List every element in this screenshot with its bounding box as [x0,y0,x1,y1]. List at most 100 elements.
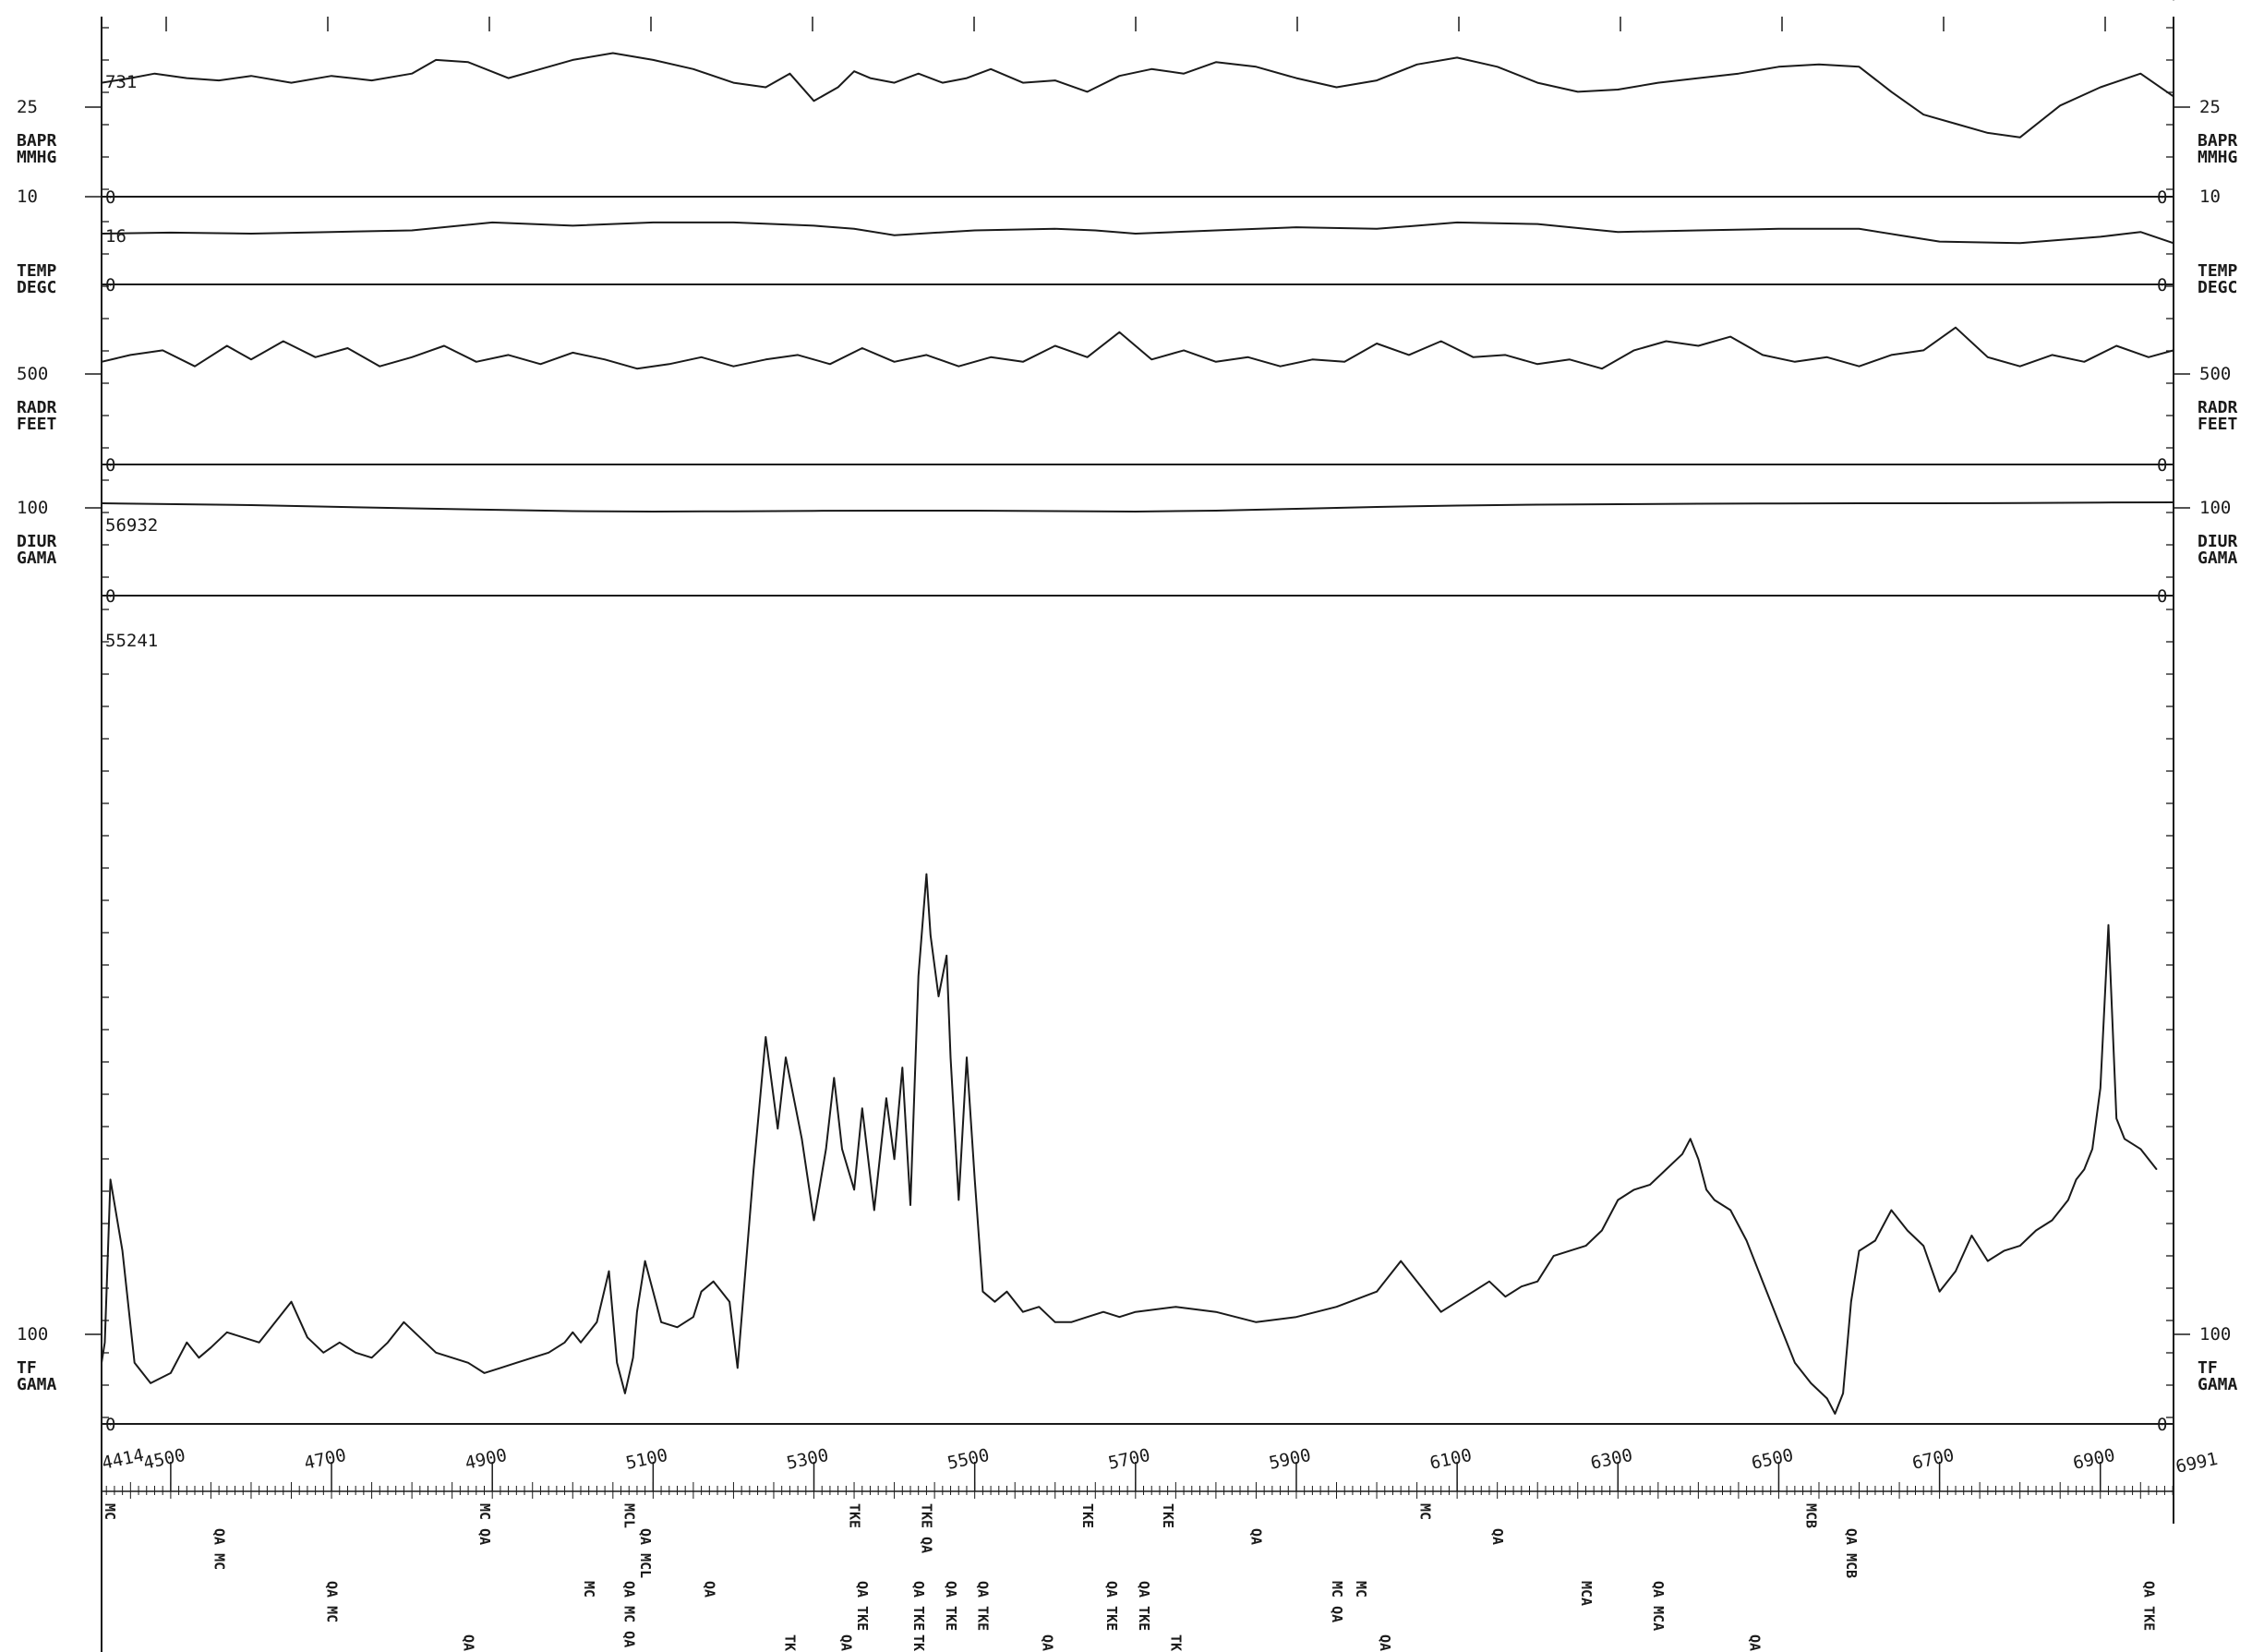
annotation-marker: QA MCA [1650,1581,1667,1631]
panel-radr-point [1633,349,1635,352]
panel-radr-point [1279,366,1282,368]
panel-temp-point [250,233,252,235]
panel-tf-point [901,1067,903,1068]
panel-tf-scale-right: 100 [2199,1324,2231,1345]
panel-temp-point [813,224,815,226]
panel-bapr-point [765,86,766,89]
panel-radr-point [226,344,228,347]
panel-tf-point [242,1336,244,1338]
annotation-marker: MC [581,1581,597,1598]
panel-tf-point [644,1260,646,1262]
panel-tf-point [765,1036,766,1038]
panel-radr-point [957,366,959,368]
annotation-marker: QA TKE [2140,1581,2157,1631]
panel-diur-point [1858,502,1861,504]
panel-tf-point [1690,1138,1692,1140]
annotation-marker: QA MC QA [621,1581,638,1647]
panel-tf-point [515,1362,517,1364]
panel-radr-point [2083,361,2085,363]
panel-tf-point [1215,1311,1217,1313]
panel-diur-point [572,510,573,512]
panel-diur-point [813,510,815,512]
panel-diur-scale-left: 100 [17,498,48,518]
x-tick-label: 6100 [1428,1445,1474,1474]
panel-radr-point [539,363,542,365]
panel-diur-point [2100,501,2101,503]
panel-radr-point [2019,366,2021,368]
panel-diur-point [1536,503,1538,506]
panel-tf-point [1746,1239,1748,1242]
panel-tf-label-1-left: TF [17,1358,37,1378]
panel-tf-point [403,1321,405,1323]
panel-temp-zero-left: 0 [105,275,115,295]
annotation-marker: TKE [846,1503,862,1528]
panel-radr-point [893,361,896,363]
annotation-marker: MCB [1803,1503,1820,1528]
panel-radr-point [829,363,831,365]
panel-bapr-point [918,73,920,75]
panel-radr-point [1408,354,1410,356]
panel-temp-point [1456,222,1458,223]
panel-bapr-label-2-right: MMHG [2198,148,2237,167]
panel-tf-point [632,1357,634,1358]
panel-radr-point [2051,354,2053,356]
panel-tf-point [1006,1291,1008,1293]
panel-bapr-point [612,52,614,54]
panel-bapr-point [853,70,855,72]
panel-diur-point [101,502,102,504]
panel-bapr-point [1118,75,1121,77]
panel-diur-point [1697,502,1699,505]
panel-tf-point [1295,1316,1297,1318]
annotation-marker: TKE QA [910,1634,927,1652]
panel-tf-point [1174,1306,1176,1308]
panel-radr-point [129,354,131,356]
panel-radr-label-2-right: FEET [2198,415,2238,434]
panel-tf-point [1601,1229,1603,1232]
panel-tf-point [873,1209,875,1212]
x-tick-label: 4700 [303,1445,348,1474]
panel-temp-point [1135,233,1137,235]
x-tick-label: 4500 [141,1445,187,1474]
panel-tf-point [1874,1239,1876,1242]
panel-radr-series-line [101,326,2174,370]
panel-bapr-point [218,79,220,81]
panel-bapr-point [370,79,373,81]
panel-bapr-point [2139,73,2141,75]
panel-tf-point [435,1352,437,1354]
panel-tf-point [885,1097,887,1099]
panel-temp-point [2139,231,2141,233]
panel-tf-point [355,1352,356,1354]
panel-diur-point [1135,511,1137,512]
panel-radr-point [604,358,606,360]
annotation-marker: MC [1353,1581,1369,1598]
panel-tf-point [1086,1316,1089,1318]
panel-temp-label-2-left: DEGC [17,278,56,297]
panel-tf-point [1584,1245,1587,1247]
panel-tf-point [937,995,940,997]
x-tick-label: 6300 [1589,1445,1634,1474]
panel-bapr-point [1657,81,1659,84]
panel-bapr-point [250,75,252,77]
panel-tf-point [1424,1291,1426,1293]
panel-temp-zero-right: 0 [2157,275,2167,295]
panel-temp-point [2173,242,2174,244]
panel-radr-point [861,347,863,349]
panel-tf-point [1762,1281,1764,1283]
annotation-marker: QA [1489,1528,1506,1545]
panel-tf-point [2107,924,2110,926]
annotation-marker: TKE QA [1168,1634,1185,1652]
panel-tf-point [636,1311,638,1313]
panel-radr-point [1794,361,1796,363]
panel-tf-point [1939,1291,1941,1293]
panel-tf-point [974,1178,976,1180]
panel-radr-point [2115,344,2117,347]
panel-diur-point [1617,503,1619,505]
panel-tf-point [387,1342,389,1344]
panel-temp-label-1-left: TEMP [17,261,57,281]
panel-tf-point [853,1188,855,1191]
panel-tf-point [737,1367,739,1369]
annotation-marker: MCL [621,1503,638,1528]
